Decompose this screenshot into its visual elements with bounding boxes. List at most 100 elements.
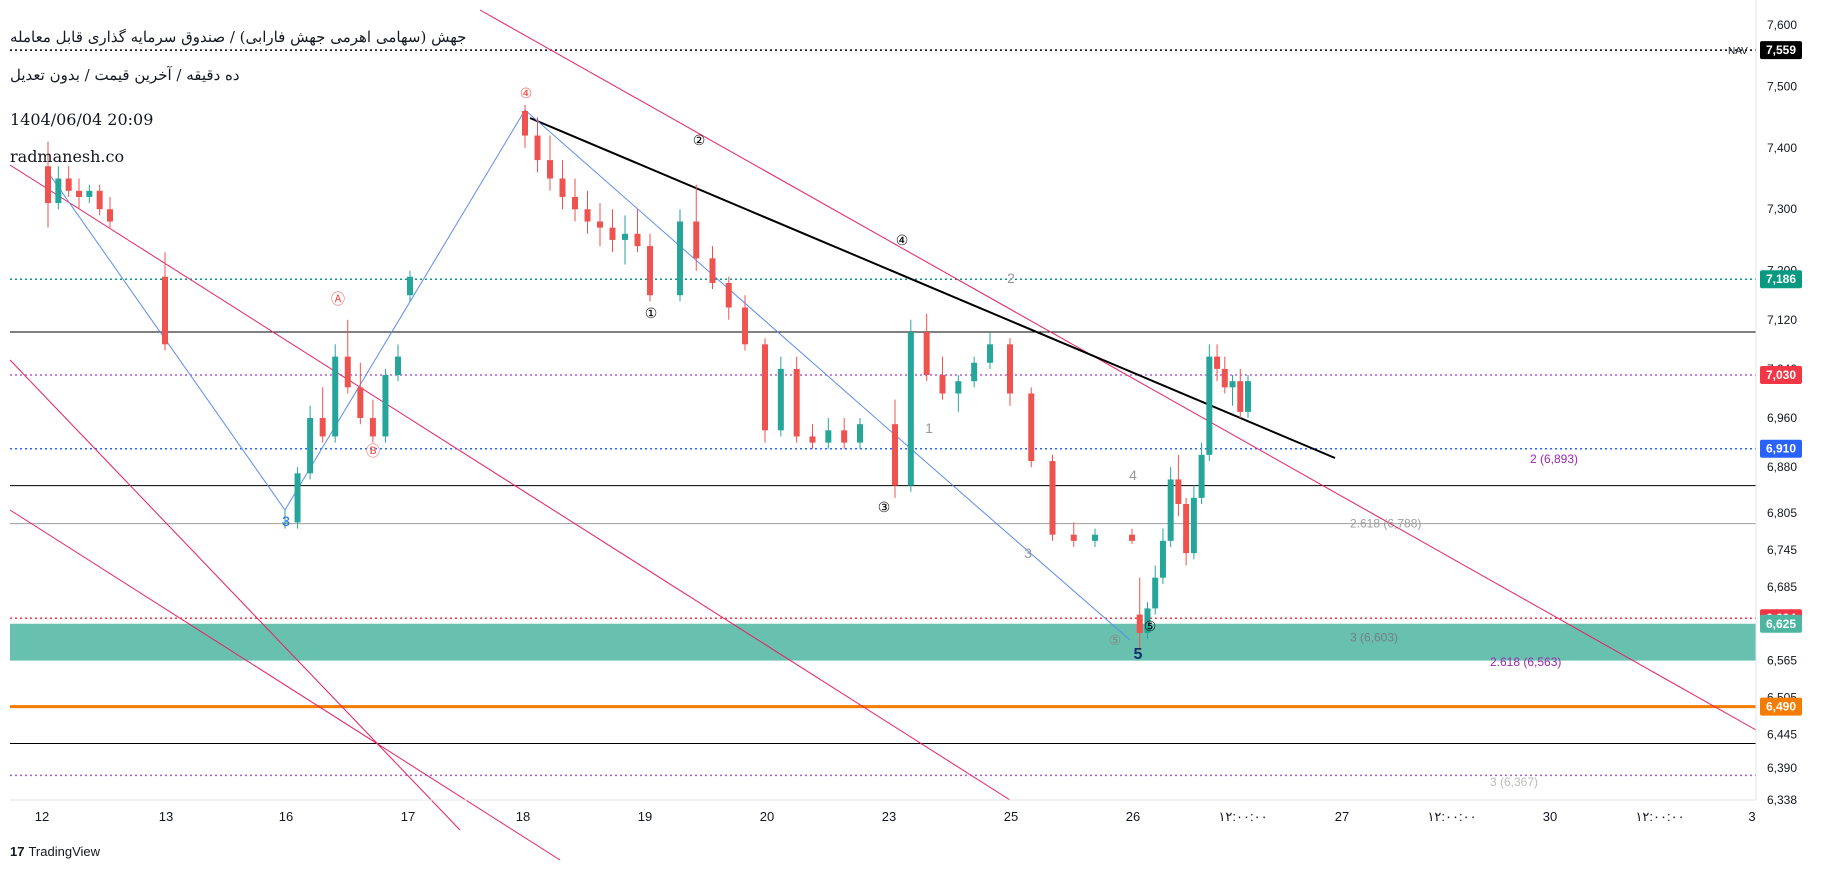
candle-body[interactable] — [1245, 381, 1251, 412]
candle-body[interactable] — [344, 356, 351, 388]
wave-label: 3 — [1024, 545, 1032, 561]
candle-body[interactable] — [1183, 504, 1190, 554]
price-badge[interactable] — [1760, 270, 1802, 289]
candle-body[interactable] — [1237, 381, 1244, 412]
chart-datetime: 1404/06/04 20:09 — [10, 110, 154, 129]
candle-body[interactable] — [96, 190, 103, 210]
candle-body[interactable] — [1007, 344, 1013, 394]
wave-label: Ⓑ — [366, 443, 380, 459]
candle-body[interactable] — [45, 166, 51, 204]
x-tick-label: 16 — [279, 809, 293, 824]
candle-body[interactable] — [923, 332, 930, 376]
x-tick-label: 13 — [159, 809, 173, 824]
x-tick-label: ۱۲:۰۰:۰۰ — [1427, 809, 1476, 824]
candle-body[interactable] — [534, 135, 541, 161]
candle-body[interactable] — [1049, 461, 1056, 535]
candle-body[interactable] — [777, 368, 784, 431]
site-watermark: radmanesh.co — [10, 147, 125, 166]
candle-body[interactable] — [693, 221, 700, 259]
candle-body[interactable] — [892, 424, 898, 486]
y-tick-label: 7,600 — [1767, 18, 1797, 32]
candle-body[interactable] — [609, 227, 616, 240]
candle-body[interactable] — [634, 233, 641, 247]
tradingview-logo[interactable]: 17 TradingView — [10, 844, 100, 859]
candle-body[interactable] — [809, 436, 816, 443]
price-badge[interactable] — [1760, 614, 1802, 633]
candle-body[interactable] — [65, 178, 72, 191]
candle-body[interactable] — [559, 178, 566, 197]
candle-body[interactable] — [939, 375, 946, 394]
fib-label: 3 (6,367) — [1490, 775, 1538, 789]
candle-body[interactable] — [971, 362, 978, 382]
candle-body[interactable] — [547, 160, 553, 179]
symbol-title: جهش (سهامی اهرمی جهش فارابی) / صندوق سرم… — [10, 28, 467, 46]
candle-body[interactable] — [395, 356, 401, 376]
candle-body[interactable] — [357, 387, 364, 419]
candle-body[interactable] — [955, 381, 962, 394]
price-badge[interactable] — [1760, 41, 1802, 60]
channel-line[interactable] — [479, 9, 1757, 731]
candle-body[interactable] — [584, 209, 591, 222]
x-tick-label: 18 — [516, 809, 530, 824]
candle-body[interactable] — [369, 418, 376, 437]
candle-body[interactable] — [55, 178, 62, 204]
candle-body[interactable] — [825, 430, 832, 443]
candle-body[interactable] — [1214, 356, 1221, 369]
candle-body[interactable] — [294, 473, 301, 523]
candle-body[interactable] — [332, 356, 339, 437]
candle-body[interactable] — [407, 276, 413, 296]
candle-body[interactable] — [1144, 608, 1151, 633]
candle-body[interactable] — [622, 233, 628, 240]
candle-body[interactable] — [1152, 577, 1159, 609]
candle-body[interactable] — [677, 221, 683, 296]
candle-body[interactable] — [1070, 534, 1077, 541]
candle-body[interactable] — [162, 276, 168, 345]
price-badge[interactable] — [1760, 439, 1802, 458]
candle-body[interactable] — [841, 430, 848, 443]
candle-body[interactable] — [1229, 381, 1236, 388]
candle-body[interactable] — [742, 307, 748, 345]
candle-body[interactable] — [1136, 614, 1143, 633]
channel-line[interactable] — [9, 359, 461, 831]
channel-line[interactable] — [9, 164, 1011, 801]
candle-body[interactable] — [572, 196, 578, 210]
chart-meta: ده دقیقه / آخرین قیمت / بدون تعدیل — [10, 66, 240, 84]
wave-label: ③ — [878, 499, 891, 515]
candle-body[interactable] — [709, 258, 716, 283]
candle-body[interactable] — [319, 418, 326, 437]
candle-body[interactable] — [1129, 534, 1135, 541]
candle-body[interactable] — [1159, 540, 1166, 578]
candle-body[interactable] — [382, 375, 389, 437]
price-badge[interactable] — [1760, 697, 1802, 716]
candle-body[interactable] — [522, 110, 528, 136]
candle-body[interactable] — [1167, 479, 1174, 541]
candle-body[interactable] — [1028, 393, 1035, 462]
candle-body[interactable] — [857, 424, 863, 443]
x-tick-label: 25 — [1004, 809, 1018, 824]
wave-path[interactable] — [44, 109, 1131, 641]
candle-body[interactable] — [987, 344, 993, 363]
candle-body[interactable] — [647, 246, 653, 296]
candle-body[interactable] — [597, 221, 603, 228]
trend-line[interactable] — [529, 117, 1336, 459]
candle-body[interactable] — [1190, 497, 1197, 554]
candle-body[interactable] — [793, 368, 800, 437]
candle-body[interactable] — [1092, 534, 1098, 541]
candle-body[interactable] — [76, 190, 82, 197]
tradingview-mark-icon: 17 — [10, 844, 25, 859]
candle-body[interactable] — [86, 190, 93, 197]
candle-body[interactable] — [1221, 368, 1228, 388]
candle-body[interactable] — [282, 522, 288, 524]
candle-body[interactable] — [107, 209, 113, 222]
candle-body[interactable] — [725, 282, 732, 308]
candle-body[interactable] — [307, 418, 314, 474]
candle-body[interactable] — [1175, 479, 1182, 505]
candle-body[interactable] — [1206, 356, 1213, 455]
candle-body[interactable] — [1198, 454, 1205, 498]
price-badge[interactable] — [1760, 366, 1802, 385]
candle-body[interactable] — [762, 344, 768, 431]
candle-body[interactable] — [907, 332, 914, 486]
channel-line[interactable] — [9, 509, 561, 861]
support-zone[interactable] — [10, 623, 1756, 661]
